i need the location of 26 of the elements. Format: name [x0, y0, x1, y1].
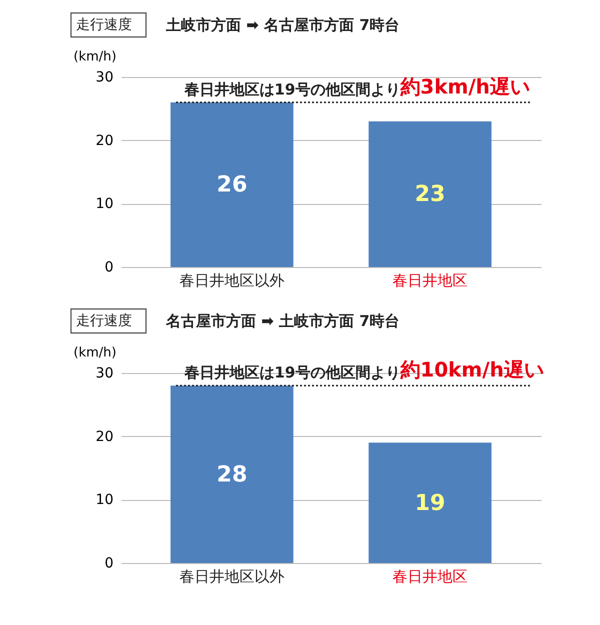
y-axis-title: (km/h)	[74, 346, 116, 360]
y-tick-label: 0	[104, 260, 114, 276]
chart-subtitle: 土岐市方面 ➡ 名古屋市方面 7時台	[165, 16, 400, 34]
chart-title: 走行速度	[76, 17, 132, 33]
chart-title: 走行速度	[76, 313, 132, 329]
y-axis-title: (km/h)	[74, 50, 116, 64]
annotation: 約10km/h遅い	[399, 358, 544, 382]
annotation: 約3km/h遅い	[399, 74, 530, 98]
x-tick-label: 春日井地区以外	[179, 272, 284, 290]
y-tick-label: 20	[96, 428, 114, 445]
data-label: 28	[216, 462, 248, 488]
y-tick-label: 10	[96, 196, 114, 212]
y-tick-label: 30	[96, 70, 114, 86]
y-tick-label: 20	[96, 132, 114, 149]
annotation: 春日井地区は19号の他区間より	[183, 364, 400, 382]
data-label: 23	[414, 182, 446, 208]
x-tick-label: 春日井地区	[392, 568, 468, 586]
y-tick-label: 30	[96, 366, 114, 382]
x-tick-label: 春日井地区以外	[179, 568, 284, 586]
y-tick-label: 0	[104, 556, 114, 572]
annotation: 春日井地区は19号の他区間より	[183, 80, 400, 98]
data-label: 26	[216, 172, 248, 198]
x-tick-label: 春日井地区	[392, 272, 468, 290]
y-tick-label: 10	[96, 492, 114, 508]
chart-subtitle: 名古屋市方面 ➡ 土岐市方面 7時台	[165, 312, 400, 330]
data-label: 19	[414, 490, 446, 516]
